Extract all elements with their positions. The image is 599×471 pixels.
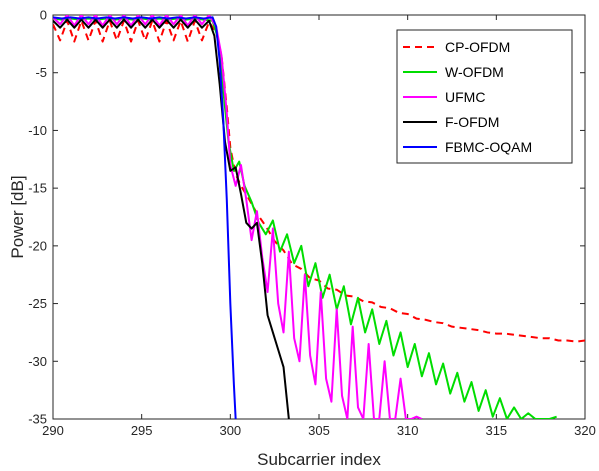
legend-label-ufmc: UFMC (445, 89, 485, 105)
x-tick-label: 290 (42, 423, 64, 438)
y-tick-label: -20 (28, 238, 47, 253)
series-line-w-ofdm (53, 17, 557, 419)
legend-label-w-ofdm: W-OFDM (445, 64, 504, 80)
y-tick-label: -30 (28, 354, 47, 369)
x-tick-label: 310 (397, 423, 419, 438)
series-layer (53, 15, 585, 419)
x-tick-label: 320 (574, 423, 596, 438)
y-tick-label: -15 (28, 181, 47, 196)
legend-label-f-ofdm: F-OFDM (445, 114, 499, 130)
series-line-fbmc-oqam (53, 16, 237, 419)
x-tick-label: 295 (131, 423, 153, 438)
axis-ticks: 290 295 300 305 310 315 320 0 -5 -10 -15 -20 -25 -30 -… (28, 8, 596, 439)
series-line-f-ofdm (53, 18, 290, 419)
x-tick-label: 305 (308, 423, 330, 438)
y-tick-label: -10 (28, 123, 47, 138)
y-tick-label: -35 (28, 412, 47, 427)
y-tick-label: 0 (40, 8, 47, 23)
y-tick-label: -5 (35, 65, 47, 80)
x-tick-label: 300 (219, 423, 241, 438)
x-axis-label: Subcarrier index (257, 450, 381, 469)
legend-label-fbmc-oqam: FBMC-OQAM (445, 139, 532, 155)
x-tick-label: 315 (485, 423, 507, 438)
y-tick-label: -25 (28, 296, 47, 311)
legend-label-cp-ofdm: CP-OFDM (445, 39, 510, 55)
y-axis-label: Power [dB] (8, 175, 27, 258)
legend: CP-OFDM W-OFDM UFMC F-OFDM FBMC-OQAM (396, 29, 573, 164)
